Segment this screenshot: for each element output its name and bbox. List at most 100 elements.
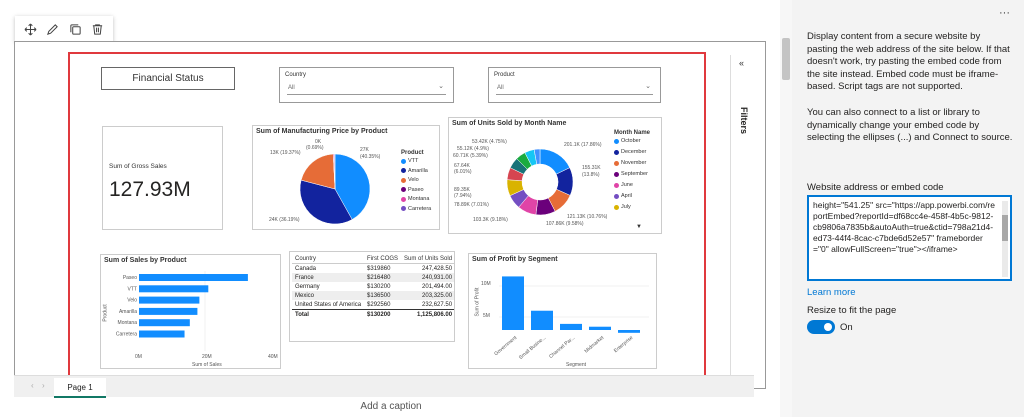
country-slicer[interactable]: Country All ⌄ [279, 67, 454, 103]
legend-label: September [621, 171, 648, 177]
category-label: Enterprise [613, 335, 634, 354]
resize-label: Resize to fit the page [807, 305, 897, 316]
trash-icon[interactable] [89, 20, 107, 38]
tab-page-1[interactable]: Page 1 [54, 378, 106, 398]
pie-slice [334, 153, 371, 220]
prev-page-icon[interactable]: ‹ [31, 381, 34, 390]
legend-swatch [401, 187, 406, 192]
legend-label: Montana [408, 196, 430, 202]
legend-swatch [614, 138, 619, 144]
field-scrollbar[interactable] [1002, 201, 1008, 277]
tab-label: Page 1 [67, 382, 93, 392]
field-label: Website address or embed code [807, 182, 944, 193]
donut-label: 103.3K (9.18%) [473, 217, 508, 223]
move-icon[interactable] [21, 20, 39, 38]
pie-label: 24K (36.19%) [269, 217, 300, 223]
donut-chart [506, 148, 574, 216]
country-table: Country First COGS Sum of Units Sold Can… [292, 254, 456, 319]
bar [139, 274, 248, 281]
filters-label: Filters [739, 107, 749, 135]
column-header[interactable]: First COGS [364, 254, 402, 264]
filters-pane[interactable]: « Filters [730, 55, 752, 375]
learn-more-link[interactable]: Learn more [807, 287, 856, 298]
kpi-label: Sum of Gross Sales [109, 163, 167, 170]
resize-toggle[interactable] [807, 320, 835, 334]
tick-label: 20M [202, 354, 212, 360]
slicer-label: Product [494, 72, 515, 78]
legend-item[interactable]: Carretera [401, 206, 431, 212]
column [502, 276, 524, 330]
category-label: Velo [127, 298, 137, 304]
scroll-down-icon[interactable]: ▼ [636, 224, 642, 230]
pie-label: (0.69%) [306, 145, 324, 151]
chevron-down-icon[interactable]: ⌄ [645, 83, 651, 90]
pie-label: 13K (19.37%) [270, 150, 301, 156]
legend-title: Product [401, 150, 424, 156]
bar [139, 285, 209, 293]
legend-label: VTT [408, 158, 419, 164]
legend-item[interactable]: April [614, 193, 632, 199]
collapse-icon[interactable]: « [739, 58, 745, 68]
more-options-icon[interactable]: ··· [999, 7, 1010, 19]
legend-item[interactable]: November [614, 160, 646, 166]
legend-swatch [401, 177, 406, 183]
legend-label: Paseo [408, 186, 424, 193]
table-cell: Germany [295, 283, 320, 290]
legend-item[interactable]: Amarilla [401, 168, 428, 174]
category-label: Paseo [123, 275, 137, 281]
legend-swatch [614, 204, 619, 210]
table-cell: United States of America [295, 301, 362, 308]
pie-label: 0K [315, 139, 322, 145]
legend-label: Amarilla [408, 167, 428, 174]
legend-item[interactable]: September [614, 171, 648, 177]
chart-title: Sum of Manufacturing Price by Product [256, 128, 388, 135]
table-row: United States of America $292560 232,627… [292, 300, 455, 310]
legend-item[interactable]: VTT [401, 158, 418, 164]
legend-label: July [621, 204, 631, 210]
table-cell: 1,125,806.00 [401, 309, 456, 319]
table-total-row: Total $130200 1,125,806.00 [292, 309, 456, 319]
product-slicer[interactable]: Product All ⌄ [488, 67, 661, 103]
scrollbar[interactable] [780, 0, 792, 417]
legend-item[interactable]: July [614, 204, 631, 210]
table-cell: 240,931.00 [401, 273, 456, 282]
legend-item[interactable]: Paseo [401, 187, 424, 193]
donut-label: (6.01%) [454, 169, 472, 175]
legend-item[interactable]: June [614, 182, 633, 188]
pencil-icon[interactable] [44, 20, 62, 38]
legend-item[interactable]: Montana [401, 196, 429, 202]
slicer-label: Country [285, 72, 307, 78]
legend-item[interactable]: Velo [401, 177, 419, 183]
legend-swatch [614, 160, 619, 166]
bar-chart: Paseo VTT Velo Amarilla Montana Carretera [116, 271, 248, 351]
next-page-icon[interactable]: › [42, 381, 45, 390]
donut-label: 155.31K [582, 165, 601, 171]
column-header[interactable]: Country [292, 254, 365, 264]
slicer-value: All [497, 85, 504, 91]
scroll-thumb[interactable] [782, 38, 790, 80]
legend-label: October [621, 138, 641, 144]
bar [139, 307, 198, 315]
axis-label: Segment [566, 362, 587, 368]
donut-label: (13.8%) [582, 172, 600, 178]
caption-input[interactable]: Add a caption [360, 401, 422, 412]
table-border [289, 251, 455, 342]
donut-label: 107.86K (9.58%) [546, 221, 584, 227]
chart-title: Sum of Sales by Product [104, 257, 187, 264]
legend-label: Velo [408, 177, 419, 183]
column [560, 323, 582, 330]
pie-label: 27K [360, 147, 369, 153]
pie-slice [299, 179, 353, 225]
table-cell: France [292, 273, 365, 282]
donut-label: 55.12K (4.9%) [457, 146, 489, 152]
embed-code-field[interactable]: height="541.25" src="https://app.powerbi… [807, 195, 1012, 281]
chevron-down-icon[interactable]: ⌄ [438, 83, 444, 90]
pie-slice [533, 148, 541, 165]
legend-item[interactable]: December [614, 149, 646, 155]
legend-item[interactable]: October [614, 138, 641, 144]
column-header[interactable]: Sum of Units Sold [401, 254, 456, 264]
copy-icon[interactable] [66, 20, 84, 38]
title-card: Financial Status [101, 67, 235, 90]
column [531, 310, 553, 330]
bar [139, 319, 190, 327]
